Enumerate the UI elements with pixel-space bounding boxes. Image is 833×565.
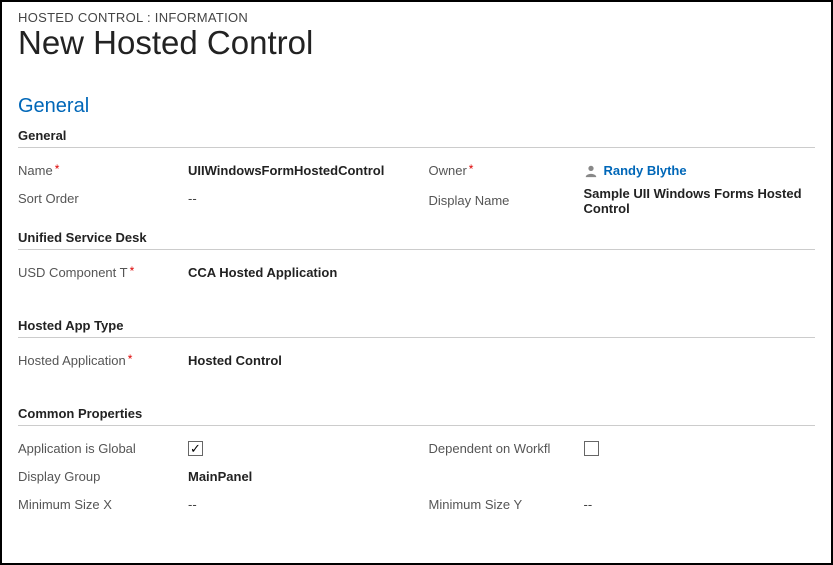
label-app-global: Application is Global	[18, 441, 188, 456]
value-display-group[interactable]: MainPanel	[188, 469, 252, 484]
section-label-general: General	[18, 128, 815, 148]
label-usd-component: USD Component T*	[18, 265, 188, 280]
value-hosted-application[interactable]: Hosted Control	[188, 353, 282, 368]
label-display-name: Display Name	[429, 193, 584, 208]
value-sort-order[interactable]: --	[188, 191, 197, 206]
section-label-usd: Unified Service Desk	[18, 230, 815, 250]
label-owner: Owner*	[429, 163, 584, 178]
required-marker: *	[469, 162, 474, 176]
field-display-group[interactable]: Display Group MainPanel	[18, 464, 405, 490]
section-label-hosted-app: Hosted App Type	[18, 318, 815, 338]
label-hosted-application: Hosted Application*	[18, 353, 188, 368]
section-label-common: Common Properties	[18, 406, 815, 426]
value-usd-component[interactable]: CCA Hosted Application	[188, 265, 337, 280]
section-usd: Unified Service Desk USD Component T* CC…	[18, 230, 815, 288]
label-min-y: Minimum Size Y	[429, 497, 584, 512]
field-name[interactable]: Name* UIIWindowsFormHostedControl	[18, 158, 405, 184]
checkbox-dependent[interactable]	[584, 441, 599, 456]
required-marker: *	[55, 162, 60, 176]
field-dependent[interactable]: Dependent on Workfl	[429, 436, 816, 462]
field-usd-component-type[interactable]: USD Component T* CCA Hosted Application	[18, 260, 405, 286]
owner-name: Randy Blythe	[604, 163, 687, 178]
value-min-y[interactable]: --	[584, 497, 593, 512]
checkbox-app-global[interactable]	[188, 441, 203, 456]
field-min-y[interactable]: Minimum Size Y --	[429, 492, 816, 518]
section-general: General Name* UIIWindowsFormHostedContro…	[18, 128, 815, 218]
spacer-row	[429, 464, 816, 490]
label-name: Name*	[18, 163, 188, 178]
value-name[interactable]: UIIWindowsFormHostedControl	[188, 163, 384, 178]
owner-link[interactable]: Randy Blythe	[584, 163, 687, 178]
required-marker: *	[128, 352, 133, 366]
label-min-x: Minimum Size X	[18, 497, 188, 512]
label-sort-order: Sort Order	[18, 191, 188, 206]
label-display-group: Display Group	[18, 469, 188, 484]
tab-general[interactable]: General	[18, 95, 815, 118]
section-hosted-app: Hosted App Type Hosted Application* Host…	[18, 318, 815, 376]
field-display-name[interactable]: Display Name Sample UII Windows Forms Ho…	[429, 186, 816, 216]
section-common: Common Properties Application is Global …	[18, 406, 815, 518]
field-sort-order[interactable]: Sort Order --	[18, 186, 405, 212]
required-marker: *	[130, 264, 135, 278]
page-title: New Hosted Control	[18, 23, 815, 63]
field-hosted-application[interactable]: Hosted Application* Hosted Control	[18, 348, 405, 374]
value-min-x[interactable]: --	[188, 497, 197, 512]
field-min-x[interactable]: Minimum Size X --	[18, 492, 405, 518]
label-dependent: Dependent on Workfl	[429, 441, 584, 456]
field-app-global[interactable]: Application is Global	[18, 436, 405, 462]
value-display-name[interactable]: Sample UII Windows Forms Hosted Control	[584, 186, 816, 216]
person-icon	[584, 164, 598, 178]
field-owner[interactable]: Owner* Randy Blythe	[429, 158, 816, 184]
